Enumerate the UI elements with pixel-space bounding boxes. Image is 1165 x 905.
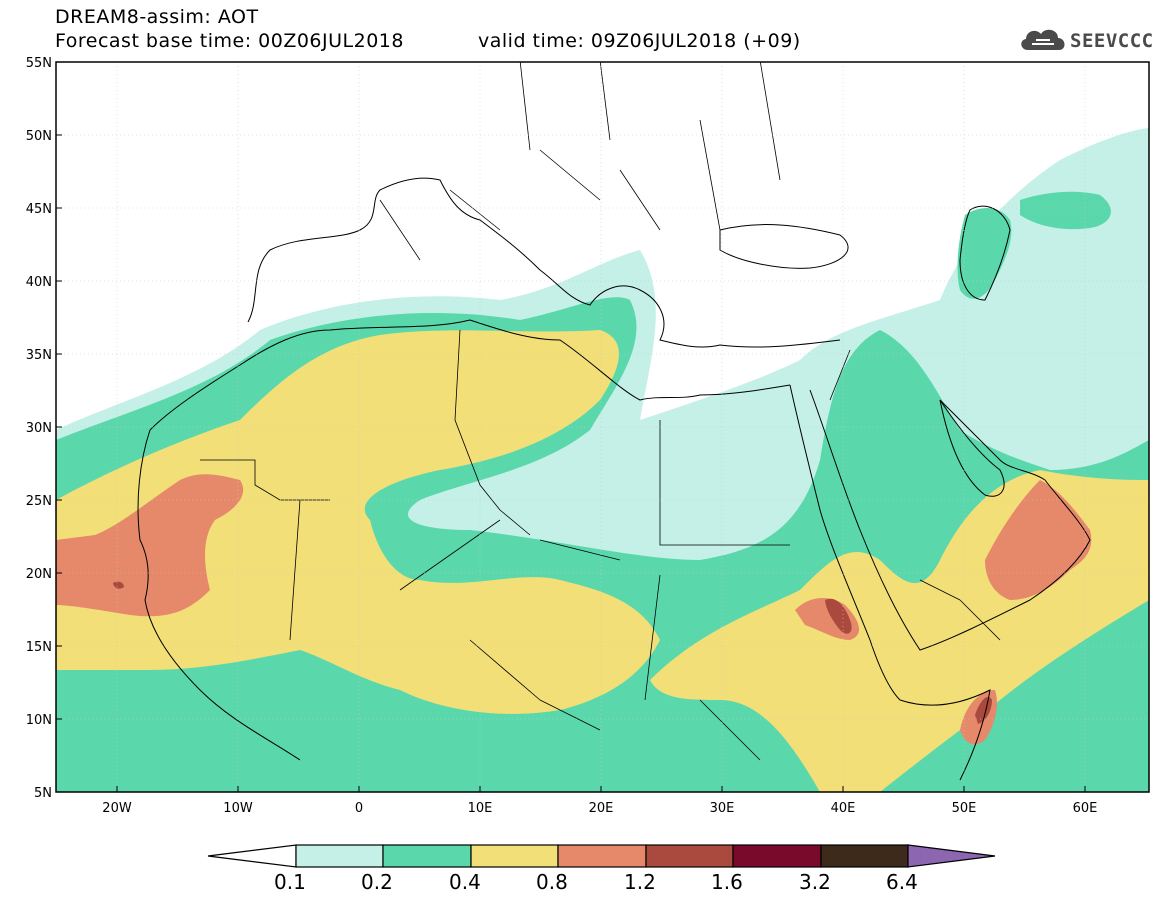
- aot-fields: [56, 128, 1149, 792]
- colorbar-swatch: [382, 844, 472, 868]
- lon-label: 20W: [102, 801, 132, 816]
- coastline-north-africa: [149, 319, 791, 431]
- coastline-horn-of-africa: [899, 689, 991, 781]
- lat-label: 30N: [26, 421, 52, 436]
- longitude-labels: 20W 10W 0 10E 20E 30E 40E 50E 60E: [102, 801, 1097, 816]
- coastline-black-sea: [719, 224, 849, 269]
- colorbar-label: 0.8: [536, 870, 568, 894]
- colorbar-swatch: [470, 844, 559, 868]
- lat-label: 35N: [26, 348, 52, 363]
- coastline-west-africa: [137, 429, 301, 761]
- colorbar: [207, 844, 996, 868]
- colorbar-label: 0.4: [449, 870, 481, 894]
- aot-band-0.2-caspian: [957, 208, 1012, 299]
- colorbar-swatch: [557, 844, 647, 868]
- lat-label: 25N: [26, 494, 52, 509]
- lat-label: 45N: [26, 202, 52, 217]
- base-time-label: Forecast base time: 00Z06JUL2018: [55, 30, 404, 52]
- latitude-labels: 55N 50N 45N 40N 35N 30N 25N 20N 15N 10N …: [26, 56, 52, 801]
- aot-band-0.8-east: [985, 480, 1092, 600]
- valid-time-label: valid time: 09Z06JUL2018 (+09): [478, 30, 801, 52]
- colorbar-label: 6.4: [886, 870, 918, 894]
- lon-label: 60E: [1073, 801, 1098, 816]
- country-borders: [200, 62, 1001, 761]
- aot-band-1.2-mauritania: [113, 581, 124, 589]
- colorbar-label: 0.2: [361, 870, 393, 894]
- lon-label: 50E: [952, 801, 977, 816]
- lat-label: 20N: [26, 567, 52, 582]
- colorbar-label: 1.2: [624, 870, 656, 894]
- coastline-persian-gulf: [939, 399, 1005, 497]
- coastline-europe: [247, 177, 841, 348]
- gridlines: [56, 62, 1149, 792]
- colorbar-label: 0.1: [274, 870, 306, 894]
- coastline-caspian: [959, 205, 1011, 301]
- coastlines: [137, 62, 1091, 781]
- aot-band-0.4: [56, 330, 660, 714]
- colorbar-label: 1.6: [711, 870, 743, 894]
- axis-ticks: [56, 61, 1086, 793]
- aot-band-0.2-centralasia: [1020, 191, 1111, 230]
- colorbar-swatch: [645, 844, 734, 868]
- colorbar-under-triangle: [207, 844, 297, 868]
- lon-label: 20E: [589, 801, 614, 816]
- colorbar-over-triangle: [907, 844, 996, 868]
- coastline-red-sea-west: [789, 384, 901, 701]
- aot-band-0.8-west: [56, 474, 244, 617]
- coastline-arabia: [809, 389, 1091, 651]
- cloud-icon: [1021, 29, 1065, 50]
- lon-label: 40E: [831, 801, 856, 816]
- colorbar-swatch: [295, 844, 384, 868]
- lat-label: 40N: [26, 275, 52, 290]
- colorbar-swatch: [820, 844, 909, 868]
- lat-label: 10N: [26, 713, 52, 728]
- lat-label: 5N: [34, 786, 52, 801]
- aot-band-1.2: [825, 598, 852, 634]
- map-title: DREAM8-assim: AOT: [55, 6, 259, 28]
- lon-label: 0: [355, 801, 363, 816]
- lat-label: 55N: [26, 56, 52, 71]
- colorbar-label: 3.2: [799, 870, 831, 894]
- lat-label: 15N: [26, 640, 52, 655]
- lon-label: 30E: [710, 801, 735, 816]
- lon-label: 10W: [223, 801, 253, 816]
- lon-label: 10E: [468, 801, 493, 816]
- colorbar-swatch: [732, 844, 822, 868]
- seevccc-logo: SEEVCCC: [1018, 24, 1153, 56]
- logo-text: SEEVCCC: [1070, 30, 1154, 52]
- lat-label: 50N: [26, 129, 52, 144]
